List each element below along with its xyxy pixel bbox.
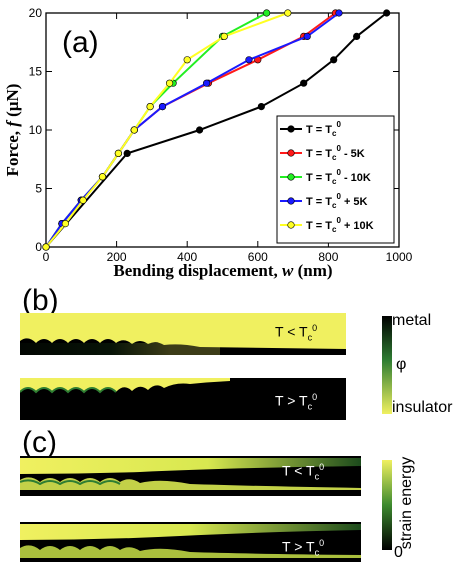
data-point	[98, 173, 107, 181]
legend: T = Tc0 T = Tc0 - 5K T = Tc0 - 10K T = Tc0 …	[276, 115, 395, 244]
legend-marker	[287, 173, 295, 181]
strain-image-high-temp	[20, 522, 361, 562]
colorbar-symbol: φ	[396, 356, 407, 373]
legend-entry: T = Tc0 - 5K	[280, 144, 365, 162]
data-point	[284, 9, 292, 17]
data-point	[203, 79, 211, 87]
strain-strip-high-temp: T > Tc0	[20, 522, 361, 562]
legend-entry: T = Tc0	[280, 120, 341, 138]
legend-entry: T = Tc0 - 10K	[280, 168, 371, 186]
data-point	[353, 32, 361, 41]
data-point	[130, 126, 138, 134]
x-tick-label: 800	[318, 250, 338, 264]
strip-label-low-temp: T < Tc0	[275, 323, 318, 343]
x-tick-label: 400	[177, 250, 197, 264]
legend-entry: T = Tc0 + 5K	[280, 192, 368, 210]
legend-label: T = Tc0 - 10K	[306, 168, 371, 186]
series-4	[42, 9, 292, 251]
x-tick-label: 600	[248, 250, 268, 264]
phase-field-image-low-temp	[20, 313, 346, 355]
strain-image-low-temp	[20, 456, 361, 496]
y-tick-label: 15	[29, 65, 43, 79]
phase-field-strip-high-temp: T > Tc0	[20, 378, 346, 420]
strain-label-low-temp: T < Tc0	[282, 462, 325, 482]
data-point	[303, 32, 311, 41]
colorbar-bottom-label: insulator	[392, 399, 453, 416]
data-point	[257, 102, 265, 111]
legend-label: T = Tc0	[306, 120, 341, 138]
panel-b-label: (b)	[22, 284, 59, 317]
y-tick-label: 5	[35, 182, 42, 196]
data-point	[330, 56, 338, 64]
series-line	[45, 12, 340, 248]
phase-field-image-high-temp	[20, 378, 346, 420]
strain-label-high-temp: T > Tc0	[282, 538, 325, 558]
data-point	[335, 9, 343, 17]
panel-c-label: (c)	[22, 426, 57, 459]
force-displacement-chart: 0 200 400 600 800 1000 0 5 10 15 20 Bending displa…	[3, 6, 413, 280]
strain-colorbar	[382, 460, 392, 550]
data-point	[146, 102, 154, 111]
data-point	[42, 243, 50, 251]
axis-ticks: 0 200 400 600 800 1000 0 5 10 15 20	[29, 6, 413, 264]
legend-entry: T = Tc0 + 10K	[280, 216, 374, 234]
y-tick-label: 0	[35, 240, 42, 254]
phase-field-strip-low-temp: T < Tc0	[20, 313, 346, 355]
data-point	[158, 102, 167, 111]
x-tick-label: 0	[43, 250, 50, 264]
x-tick-label: 1000	[386, 250, 413, 264]
strain-colorbar-zero: 0	[394, 544, 403, 561]
strip-label-high-temp: T > Tc0	[275, 392, 318, 412]
data-point	[61, 220, 70, 228]
y-axis-label: Force, f (μN)	[3, 84, 22, 177]
legend-label: T = Tc0 - 5K	[306, 144, 365, 162]
panel-a-label: (a)	[62, 26, 99, 59]
series-layer	[42, 9, 391, 251]
data-point	[195, 126, 204, 134]
y-tick-label: 20	[29, 6, 43, 20]
data-point	[220, 32, 228, 41]
data-point	[165, 79, 174, 87]
legend-marker	[287, 125, 295, 133]
legend-box	[276, 115, 395, 244]
legend-marker	[287, 197, 295, 205]
data-point	[114, 149, 122, 157]
data-point	[123, 149, 131, 157]
data-point	[79, 196, 87, 204]
data-point	[183, 56, 191, 64]
legend-label: T = Tc0 + 10K	[306, 216, 374, 234]
x-tick-label: 200	[107, 250, 127, 264]
y-tick-label: 10	[29, 123, 43, 137]
legend-label: T = Tc0 + 5K	[306, 192, 368, 210]
data-point	[300, 79, 308, 87]
series-line	[45, 12, 388, 248]
strain-colorbar-title: strain energy	[398, 456, 415, 550]
x-axis-label: Bending displacement, w (nm)	[113, 261, 332, 280]
colorbar-top-label: metal	[392, 312, 432, 329]
legend-marker	[287, 221, 295, 229]
strain-strip-low-temp: T < Tc0	[20, 456, 361, 496]
data-point	[245, 56, 253, 64]
data-point	[263, 9, 271, 17]
data-point	[383, 9, 391, 17]
phase-colorbar	[382, 316, 392, 414]
legend-marker	[287, 149, 295, 157]
